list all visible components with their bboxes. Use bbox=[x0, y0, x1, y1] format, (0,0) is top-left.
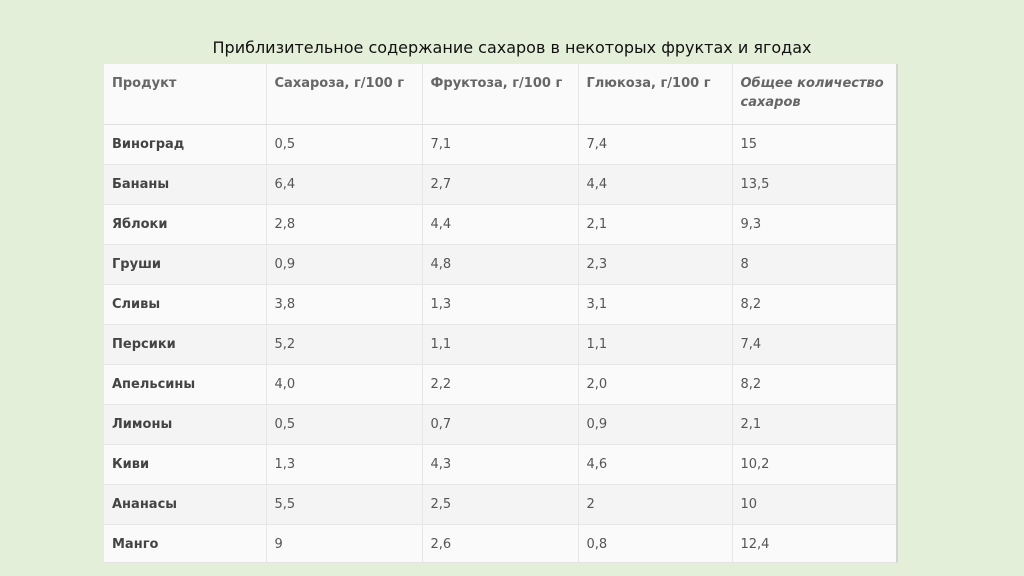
cell-total: 8,2 bbox=[732, 364, 896, 405]
table-header-row: Продукт Сахароза, г/100 г Фруктоза, г/10… bbox=[104, 64, 896, 125]
cell-sucrose: 4,0 bbox=[266, 364, 423, 405]
table-row: Киви 1,3 4,3 4,6 10,2 bbox=[104, 444, 896, 485]
cell-sucrose: 1,3 bbox=[266, 444, 423, 485]
cell-product: Груши bbox=[104, 244, 267, 285]
header-glucose: Глюкоза, г/100 г bbox=[578, 64, 733, 125]
sugar-content-table: Продукт Сахароза, г/100 г Фруктоза, г/10… bbox=[104, 64, 896, 562]
header-fructose: Фруктоза, г/100 г bbox=[422, 64, 579, 125]
cell-product: Персики bbox=[104, 324, 267, 365]
cell-fructose: 7,1 bbox=[422, 124, 579, 165]
cell-glucose: 2,0 bbox=[578, 364, 733, 405]
cell-sucrose: 9 bbox=[266, 524, 423, 562]
cell-fructose: 2,2 bbox=[422, 364, 579, 405]
table-row: Сливы 3,8 1,3 3,1 8,2 bbox=[104, 284, 896, 325]
cell-fructose: 4,4 bbox=[422, 204, 579, 245]
cell-glucose: 1,1 bbox=[578, 324, 733, 365]
cell-fructose: 1,3 bbox=[422, 284, 579, 325]
table-row: Яблоки 2,8 4,4 2,1 9,3 bbox=[104, 204, 896, 245]
cell-total: 8,2 bbox=[732, 284, 896, 325]
cell-sucrose: 0,9 bbox=[266, 244, 423, 285]
table-row: Виноград 0,5 7,1 7,4 15 bbox=[104, 124, 896, 165]
cell-total: 10,2 bbox=[732, 444, 896, 485]
cell-total: 13,5 bbox=[732, 164, 896, 205]
table-row: Ананасы 5,5 2,5 2 10 bbox=[104, 484, 896, 525]
cell-glucose: 0,8 bbox=[578, 524, 733, 562]
header-sucrose: Сахароза, г/100 г bbox=[266, 64, 423, 125]
cell-fructose: 1,1 bbox=[422, 324, 579, 365]
cell-glucose: 2,3 bbox=[578, 244, 733, 285]
cell-product: Апельсины bbox=[104, 364, 267, 405]
header-product: Продукт bbox=[104, 64, 267, 125]
table-row: Бананы 6,4 2,7 4,4 13,5 bbox=[104, 164, 896, 205]
cell-sucrose: 0,5 bbox=[266, 404, 423, 445]
slide-title: Приблизительное содержание сахаров в нек… bbox=[212, 38, 812, 57]
header-total-sugars: Общее количество сахаров bbox=[732, 64, 896, 125]
cell-glucose: 2,1 bbox=[578, 204, 733, 245]
table-row: Апельсины 4,0 2,2 2,0 8,2 bbox=[104, 364, 896, 405]
cell-product: Киви bbox=[104, 444, 267, 485]
cell-sucrose: 5,5 bbox=[266, 484, 423, 525]
cell-fructose: 4,8 bbox=[422, 244, 579, 285]
cell-fructose: 2,6 bbox=[422, 524, 579, 562]
cell-product: Ананасы bbox=[104, 484, 267, 525]
cell-total: 15 bbox=[732, 124, 896, 165]
cell-total: 10 bbox=[732, 484, 896, 525]
cell-glucose: 2 bbox=[578, 484, 733, 525]
cell-glucose: 3,1 bbox=[578, 284, 733, 325]
cell-sucrose: 3,8 bbox=[266, 284, 423, 325]
cell-fructose: 0,7 bbox=[422, 404, 579, 445]
table-row: Манго 9 2,6 0,8 12,4 bbox=[104, 524, 896, 562]
cell-product: Сливы bbox=[104, 284, 267, 325]
cell-product: Манго bbox=[104, 524, 267, 562]
cell-glucose: 0,9 bbox=[578, 404, 733, 445]
table-row: Персики 5,2 1,1 1,1 7,4 bbox=[104, 324, 896, 365]
cell-sucrose: 0,5 bbox=[266, 124, 423, 165]
cell-total: 9,3 bbox=[732, 204, 896, 245]
cell-product: Лимоны bbox=[104, 404, 267, 445]
sugar-table-frame: Продукт Сахароза, г/100 г Фруктоза, г/10… bbox=[104, 64, 898, 563]
cell-sucrose: 2,8 bbox=[266, 204, 423, 245]
table-row: Лимоны 0,5 0,7 0,9 2,1 bbox=[104, 404, 896, 445]
cell-product: Яблоки bbox=[104, 204, 267, 245]
cell-total: 7,4 bbox=[732, 324, 896, 365]
cell-total: 2,1 bbox=[732, 404, 896, 445]
cell-product: Бананы bbox=[104, 164, 267, 205]
cell-sucrose: 5,2 bbox=[266, 324, 423, 365]
cell-glucose: 4,4 bbox=[578, 164, 733, 205]
table-row: Груши 0,9 4,8 2,3 8 bbox=[104, 244, 896, 285]
cell-fructose: 4,3 bbox=[422, 444, 579, 485]
cell-product: Виноград bbox=[104, 124, 267, 165]
cell-glucose: 4,6 bbox=[578, 444, 733, 485]
cell-total: 12,4 bbox=[732, 524, 896, 562]
cell-fructose: 2,5 bbox=[422, 484, 579, 525]
cell-total: 8 bbox=[732, 244, 896, 285]
cell-glucose: 7,4 bbox=[578, 124, 733, 165]
cell-sucrose: 6,4 bbox=[266, 164, 423, 205]
cell-fructose: 2,7 bbox=[422, 164, 579, 205]
